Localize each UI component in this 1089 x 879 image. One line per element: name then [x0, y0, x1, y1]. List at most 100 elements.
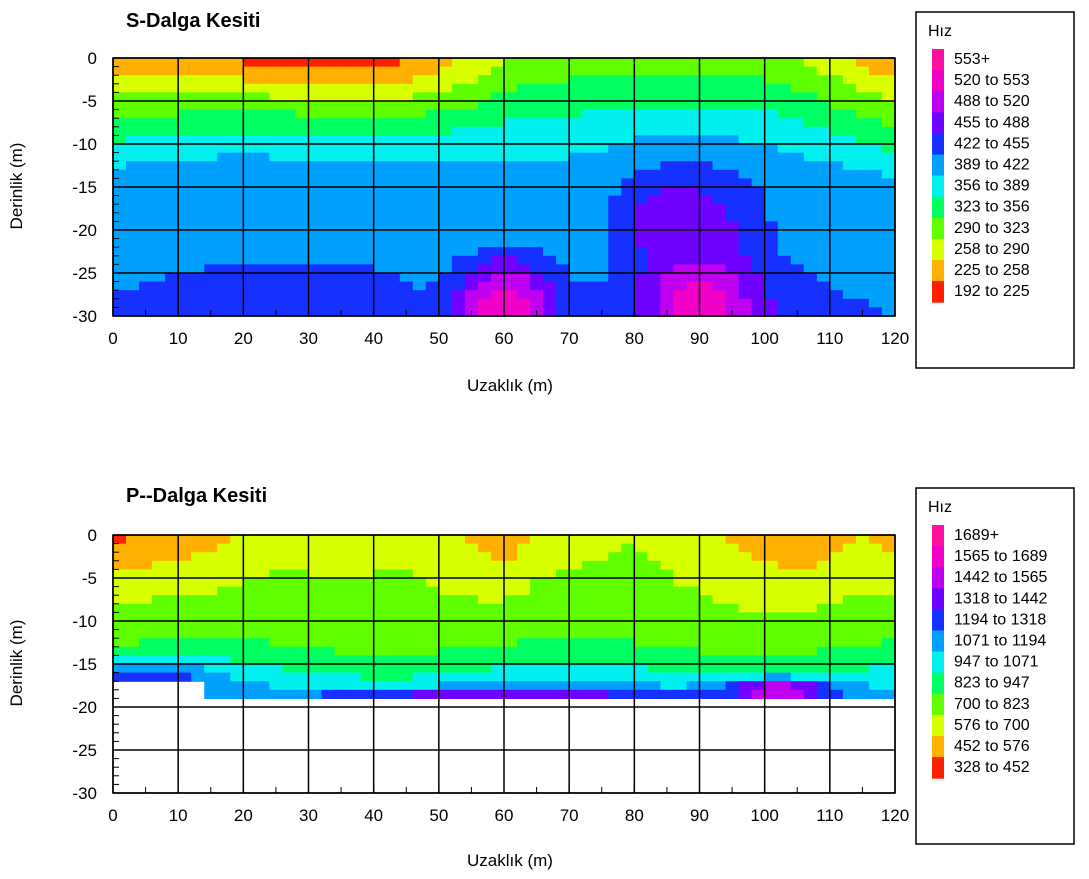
heatmap-cell	[673, 273, 688, 283]
heatmap-cell	[230, 273, 244, 283]
heatmap-cell	[165, 109, 179, 119]
heatmap-cell	[738, 290, 753, 300]
heatmap-cell	[243, 672, 257, 682]
heatmap-cell	[477, 638, 492, 648]
heatmap-cell	[438, 586, 453, 596]
heatmap-cell	[842, 569, 857, 579]
heatmap-cell	[139, 161, 153, 171]
heatmap-cell	[295, 569, 310, 579]
heatmap-cell	[295, 672, 310, 682]
heatmap-cell	[126, 66, 140, 76]
heatmap-cell	[582, 307, 596, 317]
heatmap-cell	[217, 535, 231, 545]
heatmap-cell	[712, 66, 727, 76]
heatmap-cell	[269, 578, 284, 588]
heatmap-cell	[504, 83, 518, 93]
heatmap-cell	[191, 264, 205, 274]
heatmap-cell	[334, 169, 349, 179]
heatmap-cell	[152, 578, 166, 588]
heatmap-cell	[530, 603, 544, 613]
heatmap-cell	[764, 595, 779, 605]
heatmap-cell	[660, 187, 675, 197]
heatmap-cell	[530, 612, 544, 622]
heatmap-cell	[360, 603, 375, 613]
heatmap-cell	[425, 672, 440, 682]
heatmap-cell	[438, 603, 453, 613]
heatmap-cell	[165, 221, 179, 231]
heatmap-cell	[582, 543, 596, 553]
heatmap-cell	[178, 230, 192, 240]
heatmap-cell	[477, 664, 492, 674]
heatmap-cell	[230, 264, 244, 274]
heatmap-cell	[490, 66, 505, 76]
heatmap-cell	[451, 75, 466, 85]
heatmap-cell	[191, 612, 205, 622]
heatmap-cell	[595, 612, 609, 622]
heatmap-cell	[842, 187, 857, 197]
heatmap-cell	[608, 603, 622, 613]
heatmap-cell	[412, 238, 427, 248]
heatmap-cell	[595, 586, 609, 596]
heatmap-cell	[451, 655, 466, 665]
heatmap-cell	[451, 281, 466, 291]
heatmap-cell	[517, 535, 531, 545]
heatmap-cell	[608, 552, 622, 562]
heatmap-cell	[204, 578, 218, 588]
heatmap-cell	[660, 101, 675, 111]
legend-swatch	[932, 91, 944, 113]
heatmap-cell	[191, 586, 205, 596]
heatmap-cell	[399, 135, 414, 145]
heatmap-cell	[269, 247, 284, 257]
heatmap-cell	[764, 144, 779, 154]
heatmap-cell	[504, 169, 518, 179]
heatmap-cell	[829, 603, 844, 613]
heatmap-cell	[178, 144, 192, 154]
x-tick-label: 80	[625, 329, 644, 348]
heatmap-cell	[425, 664, 440, 674]
heatmap-cell	[243, 58, 257, 68]
heatmap-cell	[347, 66, 362, 76]
heatmap-cell	[464, 118, 479, 128]
heatmap-cell	[686, 83, 701, 93]
heatmap-cell	[217, 664, 231, 674]
heatmap-cell	[751, 543, 766, 553]
heatmap-cell	[881, 238, 896, 248]
heatmap-cell	[347, 152, 362, 162]
heatmap-cell	[334, 560, 349, 570]
heatmap-cell	[660, 281, 675, 291]
heatmap-cell	[790, 230, 805, 240]
heatmap-cell	[855, 126, 870, 136]
y-ticks: 0-5-10-15-20-25-30	[72, 49, 123, 326]
heatmap-cell	[386, 101, 401, 111]
heatmap-cell	[490, 535, 505, 545]
heatmap-cell	[321, 681, 336, 691]
heatmap-cell	[230, 603, 244, 613]
heatmap-cell	[113, 92, 127, 102]
heatmap-cell	[334, 144, 349, 154]
heatmap-cell	[855, 187, 870, 197]
heatmap-cell	[569, 238, 583, 248]
heatmap-cell	[425, 569, 440, 579]
heatmap-cell	[178, 629, 192, 639]
heatmap-cell	[582, 169, 596, 179]
heatmap-cell	[399, 161, 414, 171]
heatmap-cell	[386, 578, 401, 588]
heatmap-cell	[386, 629, 401, 639]
heatmap-cell	[399, 75, 414, 85]
heatmap-cell	[126, 664, 140, 674]
heatmap-cell	[477, 273, 492, 283]
heatmap-cell	[477, 560, 492, 570]
heatmap-cell	[490, 169, 505, 179]
heatmap-cell	[477, 290, 492, 300]
heatmap-cell	[751, 264, 766, 274]
heatmap-cell	[178, 135, 192, 145]
heatmap-cell	[595, 238, 609, 248]
heatmap-cell	[595, 273, 609, 283]
heatmap-cell	[504, 672, 518, 682]
heatmap-cell	[764, 672, 779, 682]
heatmap-cell	[204, 560, 218, 570]
heatmap-cell	[113, 118, 127, 128]
heatmap-cell	[230, 552, 244, 562]
heatmap-cell	[634, 75, 648, 85]
heatmap-cell	[647, 664, 661, 674]
